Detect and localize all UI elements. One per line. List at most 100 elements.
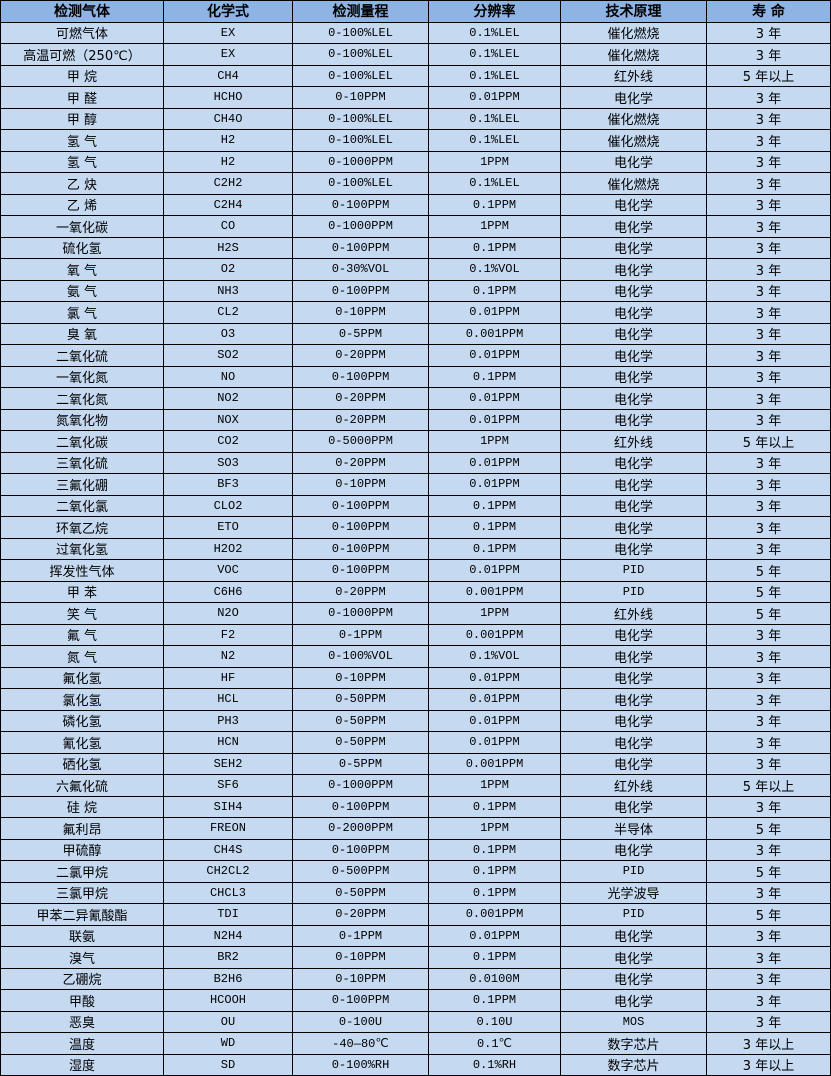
- cell-principle: 电化学: [560, 924, 707, 947]
- cell-resolution: 0.01PPM: [428, 344, 561, 367]
- cell-range: 0-20PPM: [292, 451, 429, 474]
- cell-gas: 氮 气: [0, 645, 164, 668]
- cell-range: 0-100PPM: [292, 838, 429, 861]
- cell-lifespan: 3 年: [706, 924, 831, 947]
- cell-gas: 三氟化硼: [0, 473, 164, 496]
- cell-lifespan: 3 年: [706, 688, 831, 711]
- cell-lifespan: 3 年: [706, 1010, 831, 1033]
- cell-lifespan: 5 年: [706, 580, 831, 603]
- cell-gas: 温度: [0, 1032, 164, 1055]
- cell-gas: 乙 烯: [0, 193, 164, 216]
- table-row: 联氨 N2H4 0-1PPM 0.01PPM 电化学 3 年: [0, 924, 831, 947]
- cell-range: 0-100%LEL: [292, 172, 429, 195]
- cell-lifespan: 5 年: [706, 860, 831, 883]
- cell-formula: ETO: [163, 516, 293, 539]
- cell-principle: 红外线: [560, 774, 707, 797]
- cell-principle: MOS: [560, 1010, 707, 1033]
- cell-range: 0-5000PPM: [292, 430, 429, 453]
- table-row: 甲 苯 C6H6 0-20PPM 0.001PPM PID 5 年: [0, 580, 831, 603]
- cell-principle: 电化学: [560, 193, 707, 216]
- cell-resolution: 0.1PPM: [428, 365, 561, 388]
- cell-lifespan: 3 年: [706, 86, 831, 109]
- cell-range: 0-10PPM: [292, 301, 429, 324]
- cell-formula: CH4: [163, 64, 293, 87]
- cell-range: 0-50PPM: [292, 688, 429, 711]
- cell-principle: 电化学: [560, 645, 707, 668]
- cell-formula: O3: [163, 322, 293, 345]
- cell-gas: 恶臭: [0, 1010, 164, 1033]
- cell-gas: 高温可燃（250℃）: [0, 43, 164, 66]
- cell-range: 0-1000PPM: [292, 215, 429, 238]
- table-row: 氢 气 H2 0-1000PPM 1PPM 电化学 3 年: [0, 150, 831, 173]
- cell-formula: NO: [163, 365, 293, 388]
- cell-principle: 电化学: [560, 838, 707, 861]
- cell-gas: 氰化氢: [0, 731, 164, 754]
- cell-formula: SO2: [163, 344, 293, 367]
- cell-lifespan: 3 年: [706, 645, 831, 668]
- cell-resolution: 0.1%LEL: [428, 21, 561, 44]
- cell-gas: 臭 氧: [0, 322, 164, 345]
- table-row: 一氧化碳 CO 0-1000PPM 1PPM 电化学 3 年: [0, 215, 831, 238]
- table-row: 硫化氢 H2S 0-100PPM 0.1PPM 电化学 3 年: [0, 236, 831, 259]
- column-header-lifespan: 寿 命: [706, 0, 831, 23]
- cell-gas: 过氧化氢: [0, 537, 164, 560]
- cell-gas: 氯 气: [0, 301, 164, 324]
- cell-lifespan: 3 年: [706, 946, 831, 969]
- cell-formula: HF: [163, 666, 293, 689]
- cell-range: 0-50PPM: [292, 881, 429, 904]
- table-row: 溴气 BR2 0-10PPM 0.1PPM 电化学 3 年: [0, 946, 831, 969]
- cell-range: 0-20PPM: [292, 387, 429, 410]
- cell-lifespan: 3 年: [706, 451, 831, 474]
- cell-principle: 电化学: [560, 752, 707, 775]
- cell-lifespan: 3 年: [706, 129, 831, 152]
- cell-principle: 电化学: [560, 623, 707, 646]
- cell-resolution: 1PPM: [428, 430, 561, 453]
- cell-range: 0-20PPM: [292, 344, 429, 367]
- cell-principle: 催化燃烧: [560, 107, 707, 130]
- cell-range: 0-100%LEL: [292, 129, 429, 152]
- cell-principle: 电化学: [560, 258, 707, 281]
- cell-gas: 环氧乙烷: [0, 516, 164, 539]
- cell-lifespan: 5 年: [706, 903, 831, 926]
- cell-resolution: 0.01PPM: [428, 709, 561, 732]
- cell-principle: 电化学: [560, 666, 707, 689]
- cell-gas: 甲 苯: [0, 580, 164, 603]
- cell-gas: 硅 烷: [0, 795, 164, 818]
- table-header-row: 检测气体 化学式 检测量程 分辨率 技术原理寿 命: [0, 0, 831, 23]
- cell-principle: 红外线: [560, 430, 707, 453]
- table-row: 一氧化氮 NO 0-100PPM 0.1PPM 电化学 3 年: [0, 365, 831, 388]
- cell-lifespan: 5 年: [706, 559, 831, 582]
- cell-formula: CH4O: [163, 107, 293, 130]
- cell-formula: SEH2: [163, 752, 293, 775]
- cell-formula: N2O: [163, 602, 293, 625]
- cell-formula: N2: [163, 645, 293, 668]
- cell-lifespan: 3 年: [706, 795, 831, 818]
- table-row: 甲 醇 CH4O 0-100%LEL 0.1%LEL 催化燃烧 3 年: [0, 107, 831, 130]
- table-row: 乙 烯 C2H4 0-100PPM 0.1PPM 电化学 3 年: [0, 193, 831, 216]
- table-row: 二氧化氮 NO2 0-20PPM 0.01PPM 电化学 3 年: [0, 387, 831, 410]
- table-row: 氯 气 CL2 0-10PPM 0.01PPM 电化学 3 年: [0, 301, 831, 324]
- cell-gas: 甲 醛: [0, 86, 164, 109]
- cell-gas: 乙硼烷: [0, 967, 164, 990]
- cell-formula: EX: [163, 21, 293, 44]
- cell-resolution: 0.1PPM: [428, 494, 561, 517]
- cell-formula: HCL: [163, 688, 293, 711]
- cell-lifespan: 3 年: [706, 279, 831, 302]
- cell-resolution: 1PPM: [428, 215, 561, 238]
- cell-range: 0-100%RH: [292, 1053, 429, 1076]
- table-row: 甲 烷 CH4 0-100%LEL 0.1%LEL 红外线 5 年以上: [0, 64, 831, 87]
- table-row: 甲硫醇 CH4S 0-100PPM 0.1PPM 电化学 3 年: [0, 838, 831, 861]
- cell-resolution: 0.1%LEL: [428, 129, 561, 152]
- table-row: 六氟化硫 SF6 0-1000PPM 1PPM 红外线 5 年以上: [0, 774, 831, 797]
- cell-gas: 氨 气: [0, 279, 164, 302]
- table-row: 挥发性气体 VOC 0-100PPM 0.01PPM PID 5 年: [0, 559, 831, 582]
- cell-formula: C6H6: [163, 580, 293, 603]
- table-row: 硅 烷 SIH4 0-100PPM 0.1PPM 电化学 3 年: [0, 795, 831, 818]
- cell-lifespan: 3 年: [706, 494, 831, 517]
- cell-gas: 硫化氢: [0, 236, 164, 259]
- cell-formula: F2: [163, 623, 293, 646]
- cell-gas: 氟利昂: [0, 817, 164, 840]
- cell-principle: 电化学: [560, 494, 707, 517]
- cell-lifespan: 3 年: [706, 731, 831, 754]
- cell-gas: 二氧化氯: [0, 494, 164, 517]
